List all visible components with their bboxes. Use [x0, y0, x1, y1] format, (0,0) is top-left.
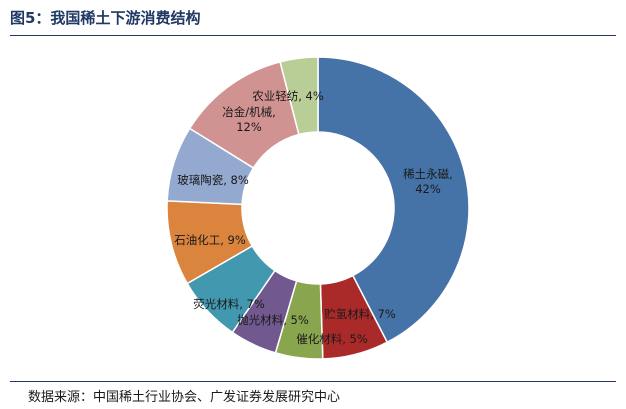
slice-label-2: 贮氢材料, 7%: [324, 307, 396, 321]
slice-label-3: 催化材料, 5%: [296, 332, 368, 346]
source-note: 数据来源：中国稀土行业协会、广发证券发展研究中心: [28, 390, 341, 405]
slice-label-7: 玻璃陶瓷, 8%: [177, 173, 249, 187]
slice-label-9: 农业轻纺, 4%: [252, 89, 324, 103]
slice-label-1: 稀土永磁, 42%: [403, 167, 453, 196]
slice-label-5: 荧光材料, 7%: [193, 297, 265, 311]
slice-label-4: 抛光材料, 5%: [237, 313, 309, 327]
bottom-rule: [10, 381, 616, 382]
slice-1: [317, 56, 470, 344]
slice-9: [279, 56, 319, 136]
top-rule: [10, 35, 616, 36]
slice-label-8: 冶金/机械, 12%: [222, 105, 276, 134]
slice-label-6: 石油化工, 9%: [174, 233, 246, 247]
figure-title: 图5：我国稀土下游消费结构: [10, 9, 201, 27]
